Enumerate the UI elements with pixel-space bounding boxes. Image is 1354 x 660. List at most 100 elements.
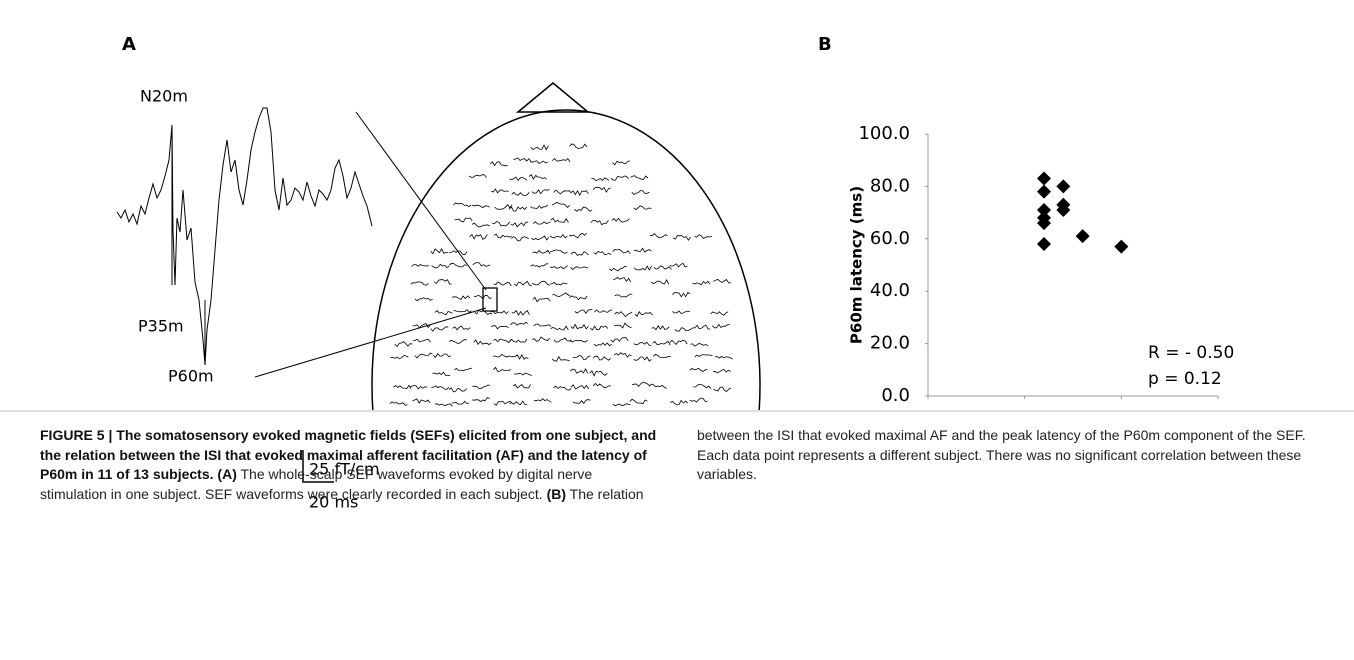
- sensor-trace: [510, 354, 529, 360]
- sensor-trace: [508, 206, 528, 212]
- sensor-trace: [553, 385, 572, 391]
- sensor-trace: [532, 296, 551, 303]
- sensor-trace: [494, 204, 513, 210]
- sensor-trace: [634, 311, 653, 317]
- sensor-trace: [593, 342, 612, 347]
- sensor-trace: [531, 336, 550, 342]
- stat-annotation: R = - 0.50: [1148, 343, 1234, 363]
- data-point: [1037, 184, 1051, 199]
- sensor-trace: [694, 354, 713, 358]
- sensor-trace: [633, 341, 652, 346]
- sensor-trace: [533, 398, 552, 403]
- sensor-trace: [614, 311, 633, 318]
- sensor-trace: [532, 221, 551, 225]
- sensor-trace: [713, 386, 732, 392]
- sensor-trace: [551, 355, 570, 362]
- sensor-trace: [649, 233, 668, 239]
- sensor-trace: [549, 249, 568, 254]
- sensor-trace: [711, 323, 730, 329]
- sensor-trace: [472, 262, 491, 267]
- sensor-trace: [414, 297, 433, 302]
- sensor-trace: [612, 248, 631, 255]
- sensor-trace: [468, 174, 487, 178]
- sensor-trace: [412, 398, 431, 404]
- sensor-trace: [653, 265, 672, 270]
- callout-line: [355, 111, 487, 291]
- sensor-trace: [448, 262, 467, 268]
- sensor-trace: [511, 309, 530, 317]
- sensor-trace: [510, 322, 529, 326]
- callout-line: [254, 307, 487, 378]
- sensor-trace: [530, 160, 548, 165]
- sensor-trace: [570, 251, 589, 257]
- sensor-trace: [694, 234, 713, 239]
- head-outline: [371, 109, 761, 410]
- sensor-trace: [434, 403, 453, 407]
- sensor-trace: [389, 401, 408, 406]
- sensor-trace: [449, 339, 467, 345]
- sensor-trace: [433, 353, 452, 359]
- caption-label: (B): [546, 485, 567, 502]
- sensor-trace: [433, 279, 452, 285]
- sensor-trace: [493, 400, 512, 406]
- sensor-trace: [393, 384, 412, 390]
- sensor-trace: [390, 355, 409, 360]
- sensor-trace: [612, 160, 631, 166]
- sensor-trace: [410, 281, 429, 286]
- sensor-trace: [674, 327, 693, 332]
- sensor-trace: [493, 281, 512, 287]
- sensor-trace: [612, 403, 631, 407]
- sensor-trace: [648, 383, 667, 389]
- sensor-trace: [610, 175, 629, 181]
- sensor-trace: [528, 173, 547, 180]
- sensor-trace: [631, 189, 650, 196]
- sensor-trace: [570, 384, 589, 390]
- sensor-trace: [510, 221, 529, 228]
- sensor-trace: [412, 322, 431, 329]
- sensor-trace: [509, 338, 528, 343]
- sensor-trace: [434, 310, 453, 316]
- sensor-trace: [552, 202, 571, 208]
- sensor-trace: [453, 309, 472, 313]
- waveform: [116, 107, 373, 366]
- sensor-trace: [431, 385, 450, 390]
- sensor-trace: [710, 311, 729, 316]
- sensor-trace: [451, 400, 470, 405]
- sensor-trace: [568, 232, 587, 239]
- sensor-trace: [533, 323, 552, 328]
- sensor-trace: [570, 323, 589, 330]
- sensor-trace: [430, 326, 449, 332]
- sensor-trace: [569, 368, 589, 374]
- sensor-trace: [530, 204, 549, 210]
- sensor-trace: [414, 352, 433, 359]
- sensor-trace: [510, 236, 529, 242]
- sensor-trace: [633, 356, 652, 362]
- sensor-trace: [715, 355, 733, 360]
- sensor-trace: [613, 322, 632, 329]
- sensor-trace: [608, 265, 627, 272]
- sensor-trace: [570, 266, 589, 270]
- sensor-trace: [493, 366, 512, 373]
- sensor-trace: [632, 381, 650, 388]
- sensor-trace: [629, 398, 648, 405]
- sensor-trace: [531, 189, 550, 195]
- sensor-trace: [630, 175, 649, 180]
- sensor-trace: [689, 397, 708, 403]
- sensor-trace: [469, 233, 488, 240]
- sensor-trace: [610, 337, 629, 343]
- sensor-trace: [592, 355, 611, 361]
- sensor-trace: [633, 247, 652, 253]
- caption: FIGURE 5 | The somatosensory evoked magn…: [40, 426, 1320, 656]
- sensor-trace: [692, 324, 711, 330]
- sensor-trace: [589, 325, 609, 331]
- sensor-trace: [589, 370, 608, 377]
- y-tick-label: 60.0: [870, 228, 910, 249]
- sensor-trace: [471, 204, 490, 209]
- sensor-trace: [509, 176, 528, 182]
- sensor-trace: [452, 325, 471, 331]
- sensor-trace: [531, 235, 550, 241]
- sensor-trace: [689, 367, 708, 372]
- sensor-trace: [530, 144, 549, 151]
- sensor-trace: [473, 339, 492, 346]
- y-tick-label: 40.0: [870, 280, 910, 301]
